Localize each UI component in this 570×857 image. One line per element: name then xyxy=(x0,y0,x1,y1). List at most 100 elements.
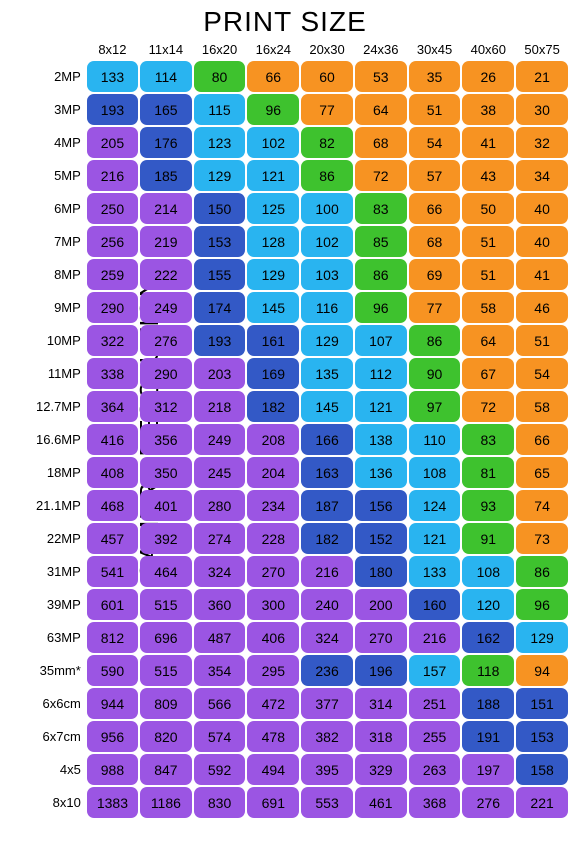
heatmap-cell: 228 xyxy=(247,523,299,554)
heatmap-cell: 354 xyxy=(194,655,246,686)
heatmap-cell: 41 xyxy=(462,127,514,158)
heatmap-cell: 312 xyxy=(140,391,192,422)
heatmap-cell: 185 xyxy=(140,160,192,191)
row-header: 31MP xyxy=(36,556,85,587)
heatmap-cell: 255 xyxy=(409,721,461,752)
heatmap-cell: 245 xyxy=(194,457,246,488)
x-axis-title: PRINT SIZE xyxy=(0,6,570,38)
heatmap-cell: 163 xyxy=(301,457,353,488)
table-row: 6x6cm944809566472377314251188151 xyxy=(36,688,568,719)
table-row: 16.6MP4163562492081661381108366 xyxy=(36,424,568,455)
table-row: 21.1MP4684012802341871561249374 xyxy=(36,490,568,521)
heatmap-cell: 43 xyxy=(462,160,514,191)
heatmap-cell: 86 xyxy=(355,259,407,290)
heatmap-grid: 8x1211x1416x2016x2420x3024x3630x4540x605… xyxy=(34,40,570,820)
heatmap-cell: 468 xyxy=(87,490,138,521)
heatmap-cell: 110 xyxy=(409,424,461,455)
heatmap-cell: 96 xyxy=(355,292,407,323)
heatmap-cell: 382 xyxy=(301,721,353,752)
heatmap-cell: 46 xyxy=(516,292,568,323)
heatmap-cell: 180 xyxy=(355,556,407,587)
row-header: 6x6cm xyxy=(36,688,85,719)
heatmap-cell: 162 xyxy=(462,622,514,653)
heatmap-cell: 118 xyxy=(462,655,514,686)
heatmap-cell: 121 xyxy=(409,523,461,554)
heatmap-cell: 145 xyxy=(247,292,299,323)
row-header: 35mm* xyxy=(36,655,85,686)
heatmap-cell: 121 xyxy=(247,160,299,191)
heatmap-cell: 566 xyxy=(194,688,246,719)
heatmap-cell: 114 xyxy=(140,61,192,92)
heatmap-cell: 188 xyxy=(462,688,514,719)
heatmap-table: 8x1211x1416x2016x2420x3024x3630x4540x605… xyxy=(34,40,570,820)
heatmap-cell: 67 xyxy=(462,358,514,389)
row-header: 39MP xyxy=(36,589,85,620)
row-header: 8MP xyxy=(36,259,85,290)
heatmap-cell: 58 xyxy=(516,391,568,422)
heatmap-cell: 77 xyxy=(301,94,353,125)
table-row: 2MP13311480666053352621 xyxy=(36,61,568,92)
heatmap-cell: 318 xyxy=(355,721,407,752)
heatmap-cell: 324 xyxy=(194,556,246,587)
heatmap-cell: 216 xyxy=(301,556,353,587)
heatmap-cell: 182 xyxy=(301,523,353,554)
heatmap-cell: 203 xyxy=(194,358,246,389)
heatmap-cell: 263 xyxy=(409,754,461,785)
heatmap-cell: 86 xyxy=(516,556,568,587)
heatmap-cell: 193 xyxy=(194,325,246,356)
row-header: 4MP xyxy=(36,127,85,158)
heatmap-cell: 34 xyxy=(516,160,568,191)
heatmap-cell: 96 xyxy=(247,94,299,125)
table-row: 18MP4083502452041631361088165 xyxy=(36,457,568,488)
col-header: 40x60 xyxy=(462,42,514,59)
heatmap-cell: 51 xyxy=(462,259,514,290)
heatmap-cell: 249 xyxy=(140,292,192,323)
heatmap-cell: 193 xyxy=(87,94,138,125)
heatmap-cell: 60 xyxy=(301,61,353,92)
heatmap-cell: 129 xyxy=(194,160,246,191)
heatmap-cell: 280 xyxy=(194,490,246,521)
heatmap-cell: 216 xyxy=(409,622,461,653)
heatmap-cell: 461 xyxy=(355,787,407,818)
table-row: 6x7cm956820574478382318255191153 xyxy=(36,721,568,752)
heatmap-cell: 155 xyxy=(194,259,246,290)
heatmap-cell: 32 xyxy=(516,127,568,158)
heatmap-cell: 91 xyxy=(462,523,514,554)
heatmap-cell: 68 xyxy=(355,127,407,158)
table-row: 4x5988847592494395329263197158 xyxy=(36,754,568,785)
table-row: 63MP812696487406324270216162129 xyxy=(36,622,568,653)
row-header: 4x5 xyxy=(36,754,85,785)
row-header: 22MP xyxy=(36,523,85,554)
heatmap-cell: 153 xyxy=(516,721,568,752)
heatmap-cell: 65 xyxy=(516,457,568,488)
table-row: 12.7MP364312218182145121977258 xyxy=(36,391,568,422)
heatmap-cell: 64 xyxy=(462,325,514,356)
heatmap-cell: 295 xyxy=(247,655,299,686)
heatmap-cell: 196 xyxy=(355,655,407,686)
heatmap-cell: 169 xyxy=(247,358,299,389)
table-row: 7MP25621915312810285685140 xyxy=(36,226,568,257)
heatmap-cell: 151 xyxy=(516,688,568,719)
heatmap-cell: 90 xyxy=(409,358,461,389)
heatmap-cell: 200 xyxy=(355,589,407,620)
row-header: 5MP xyxy=(36,160,85,191)
heatmap-cell: 116 xyxy=(301,292,353,323)
heatmap-cell: 165 xyxy=(140,94,192,125)
heatmap-cell: 487 xyxy=(194,622,246,653)
row-header: 2MP xyxy=(36,61,85,92)
heatmap-cell: 129 xyxy=(247,259,299,290)
heatmap-cell: 86 xyxy=(301,160,353,191)
table-row: 3MP193165115967764513830 xyxy=(36,94,568,125)
row-header: 9MP xyxy=(36,292,85,323)
heatmap-cell: 152 xyxy=(355,523,407,554)
heatmap-cell: 236 xyxy=(301,655,353,686)
heatmap-cell: 150 xyxy=(194,193,246,224)
heatmap-cell: 601 xyxy=(87,589,138,620)
heatmap-cell: 66 xyxy=(516,424,568,455)
heatmap-cell: 314 xyxy=(355,688,407,719)
heatmap-cell: 364 xyxy=(87,391,138,422)
heatmap-cell: 494 xyxy=(247,754,299,785)
heatmap-cell: 187 xyxy=(301,490,353,521)
heatmap-cell: 121 xyxy=(355,391,407,422)
heatmap-cell: 83 xyxy=(462,424,514,455)
